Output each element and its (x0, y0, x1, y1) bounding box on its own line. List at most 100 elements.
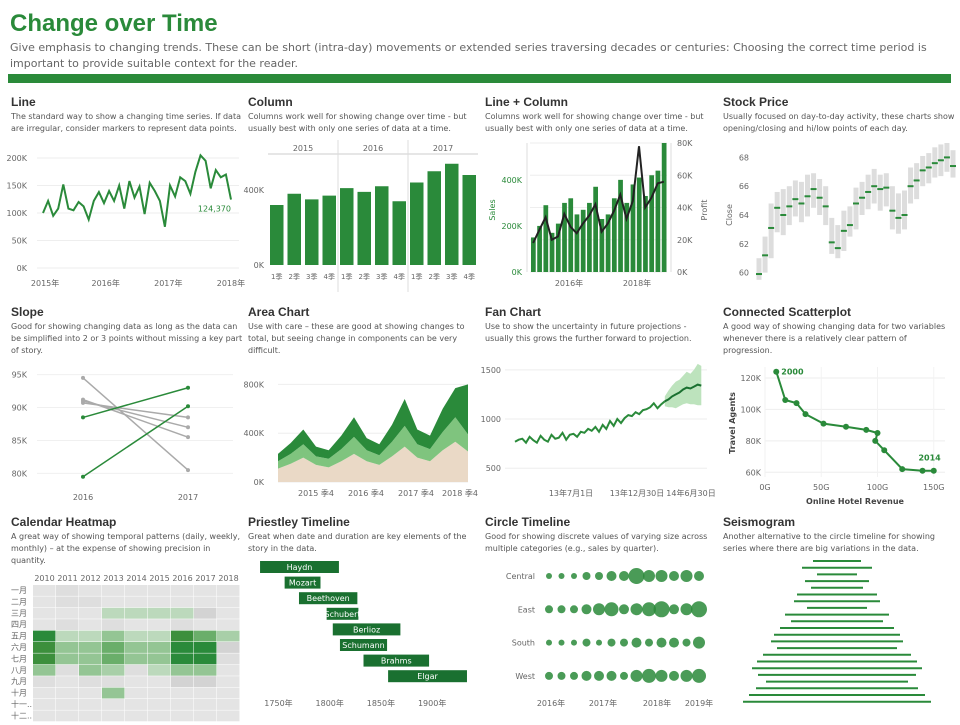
x-tick-label: 1800年 (316, 698, 344, 708)
timeline-circle (680, 570, 693, 582)
heatmap-cell (56, 607, 79, 619)
x-tick-label: 2016 (73, 493, 93, 502)
timeline-bar (332, 623, 401, 636)
heatmap-cell (56, 630, 79, 642)
row-label: West (515, 672, 535, 681)
panel-title: Calendar Heatmap (11, 515, 117, 529)
heatmap-chart: 2010 2011 2012 2013 2014 2015 2016 2017 2018 一月二月… (11, 574, 240, 722)
heatmap-cell (79, 642, 102, 653)
hi-lo-bar (950, 150, 956, 178)
panel-circle-timeline: Circle Timeline Good for showing discret… (485, 515, 717, 725)
month-label: 三月 (11, 609, 27, 618)
heatmap-cell (102, 653, 125, 665)
panel-description: Another alternative to the circle timeli… (723, 532, 935, 553)
y-tick-label: 1500 (481, 366, 501, 375)
heatmap-cell (102, 619, 125, 631)
year-label: 2012 (80, 574, 100, 583)
year-label: 2010 (34, 574, 54, 583)
y-tick-label: 85K (12, 436, 28, 445)
heatmap-cell (79, 596, 102, 608)
heatmap-cell (56, 653, 79, 665)
y-tick-label: 90K (12, 404, 28, 413)
panel-title: Fan Chart (485, 305, 542, 319)
heatmap-cell (148, 710, 171, 722)
panel-title: Column (248, 95, 293, 109)
heatmap-cell (148, 642, 171, 653)
heatmap-cell (33, 630, 56, 642)
panel-title: Stock Price (723, 95, 789, 109)
x-tick-label: 1750年 (264, 698, 292, 708)
panel-description: Use with care – these are good at showin… (248, 322, 465, 355)
quarter-label: 3季 (306, 272, 317, 281)
month-label: 十一.. (11, 699, 32, 709)
timeline-circle (694, 571, 704, 581)
year-label: 2017 (195, 574, 215, 583)
timeline-circle (607, 638, 616, 647)
heatmap-cell (171, 642, 194, 653)
x-tick-label: 2018年 (643, 698, 671, 708)
month-label: 八月 (11, 666, 27, 675)
heatmap-cell (148, 630, 171, 642)
heatmap-cell (171, 619, 194, 631)
sales-bar (649, 175, 655, 272)
y-tick-label: 400K (243, 429, 264, 438)
scatter-point (881, 447, 888, 454)
x-tick-label: 1850年 (367, 698, 395, 708)
sales-bar (661, 143, 667, 272)
heatmap-cell (194, 653, 217, 665)
scatter-point (843, 423, 849, 430)
y-tick-label: 200K (6, 154, 27, 163)
sales-bar (611, 198, 617, 272)
panel-stock-price: Stock Price Usually focused on day-to-da… (723, 95, 956, 305)
heatmap-cell (33, 596, 56, 608)
x-tick-label: 2016 季4 (348, 488, 384, 498)
heatmap-cell (171, 607, 194, 619)
fan-chart: 500 1000 1500 13年7月1日 13年12月30日 14年6月30日 (481, 363, 716, 498)
timeline-circle (682, 638, 691, 647)
x-tick-label: 2017年 (589, 698, 617, 708)
month-label: 二月 (11, 597, 27, 606)
header: Change over Time Give emphasis to changi… (10, 10, 950, 72)
timeline-circle (693, 636, 705, 649)
slope-chart: 80K 85K 90K 95K 2016 2017 (12, 371, 233, 502)
slope-line (82, 377, 189, 471)
scatter-point (930, 467, 937, 474)
y-tick-label: 80K (12, 469, 28, 478)
timeline-circle (582, 572, 591, 580)
heatmap-cell (148, 585, 171, 596)
column-bar (375, 186, 389, 265)
heatmap-cell (79, 699, 102, 710)
line-chart: 0K 50K 100K 150K 200K 2015年 2016年 2017年 2018年 124… (6, 153, 245, 288)
heatmap-cell (33, 664, 56, 676)
timeline-circle (645, 638, 653, 647)
slope-point (81, 474, 85, 479)
header-rule (8, 74, 951, 83)
heatmap-cell (148, 699, 171, 710)
year-label: 2015 (293, 144, 313, 153)
end-label: 2014 (918, 454, 941, 463)
x-tick-label: 2016年 (92, 278, 120, 288)
panel-title: Line + Column (485, 95, 569, 109)
heatmap-cell (33, 642, 56, 653)
timeline-label: Haydn (287, 563, 313, 572)
panel-title: Connected Scatterplot (723, 305, 852, 319)
timeline-circle (620, 671, 628, 680)
heatmap-cell (171, 630, 194, 642)
year-label: 2011 (57, 574, 77, 583)
panel-title: Area Chart (248, 305, 310, 319)
y-tick-label: 64 (739, 211, 749, 220)
timeline-circle (620, 638, 628, 647)
x-tick-label: 2016年 (555, 278, 583, 288)
heatmap-cell (102, 642, 125, 653)
heatmap-cell (56, 664, 79, 676)
timeline-circle (546, 573, 552, 579)
column-bar (322, 195, 336, 265)
stock-chart: Close 60 62 64 66 68 (725, 143, 956, 280)
sales-bar (555, 223, 561, 272)
y-tick-label: 80K (746, 437, 762, 446)
hi-lo-bar (798, 181, 804, 223)
timeline-label: Berlioz (353, 625, 380, 634)
heatmap-cell (217, 585, 240, 596)
heatmap-cell (194, 699, 217, 710)
timeline-circle (558, 639, 565, 646)
